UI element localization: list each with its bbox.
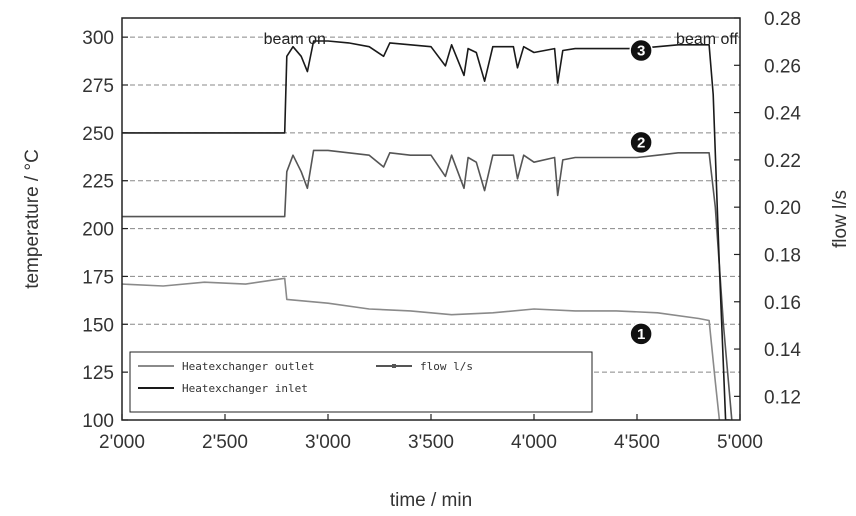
y-tick-label: 150: [82, 315, 114, 336]
marker-label: 1: [637, 326, 645, 343]
y2-tick-label: 0.22: [764, 151, 801, 172]
x-tick-label: 3'500: [408, 432, 454, 453]
series-line-flow-l-s: [122, 149, 733, 420]
y-tick-label: 100: [82, 411, 114, 432]
y2-tick-label: 0.20: [764, 198, 801, 219]
y2-tick-label: 0.26: [764, 56, 801, 77]
marker-circle: [629, 130, 653, 155]
x-tick-label: 4'000: [511, 432, 557, 453]
y-tick-label: 125: [82, 363, 114, 384]
y2-tick-label: 0.14: [764, 340, 801, 361]
y-axis-label: temperature / °C: [22, 149, 43, 289]
grid-lines: [122, 36, 740, 373]
annotation-label: beam off: [676, 31, 739, 48]
y2-tick-label: 0.28: [764, 9, 801, 30]
x-tick-label: 2'500: [202, 432, 248, 453]
tick-layer: 2'000 2'500 3'000 3'500 4'000 4'500 5'00010012…: [82, 9, 801, 453]
y-tick-label: 175: [82, 267, 114, 288]
x-tick-label: 3'000: [305, 432, 351, 453]
y2-axis-label: flow l/s: [830, 190, 851, 248]
y2-tick-label: 0.12: [764, 387, 801, 408]
legend-box: [129, 351, 593, 413]
series-line-heatexchanger-outlet: [122, 277, 721, 420]
x-tick-label: 5'000: [717, 432, 763, 453]
marker-circle: [629, 322, 653, 346]
legend-label: Heatexchanger inlet: [182, 382, 308, 395]
marker-layer: 3 2 1: [629, 38, 653, 346]
x-axis-label: time / min: [390, 490, 472, 511]
annotation-label: beam on: [264, 31, 326, 48]
marker-label: 3: [637, 43, 645, 60]
marker-circle: [629, 38, 653, 63]
y2-tick-label: 0.18: [764, 245, 801, 266]
y-tick-label: 225: [82, 172, 114, 193]
annotation-layer: beam on beam off: [264, 31, 739, 48]
marker-label: 2: [637, 134, 645, 151]
legend-label: flow l/s: [420, 360, 473, 373]
legend-swatch-marker: [392, 364, 396, 368]
y2-tick-label: 0.24: [764, 104, 801, 125]
x-tick-label: 4'500: [614, 432, 660, 453]
legend-label: Heatexchanger outlet: [182, 360, 314, 373]
y2-tick-label: 0.16: [764, 293, 801, 314]
legend: Heatexchanger outlet Heatexchanger inlet f…: [129, 351, 593, 413]
y-tick-label: 275: [82, 76, 114, 97]
y-tick-label: 300: [82, 28, 114, 49]
y-tick-label: 250: [82, 124, 114, 145]
y-tick-label: 200: [82, 220, 114, 241]
x-tick-label: 2'000: [99, 432, 145, 453]
